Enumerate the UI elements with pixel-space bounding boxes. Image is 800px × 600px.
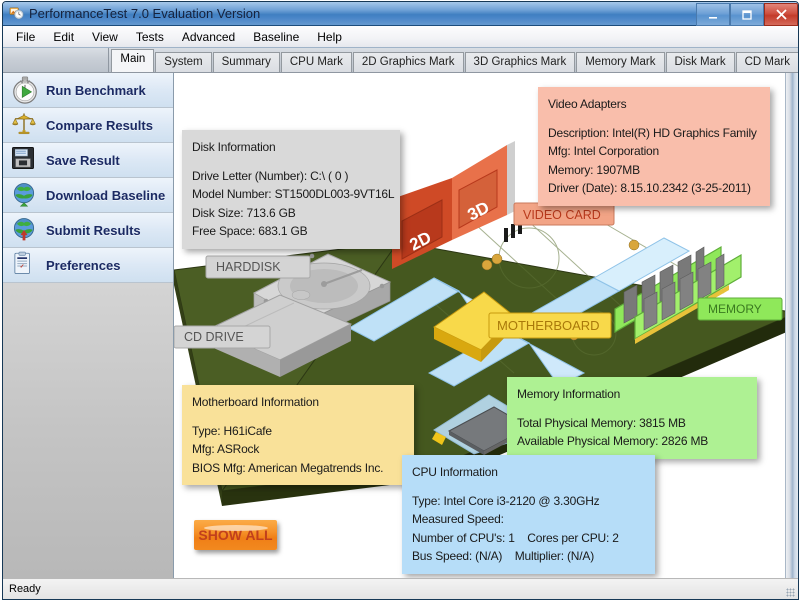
svg-text:✓: ✓ — [20, 264, 25, 270]
svg-text:VIDEO CARD: VIDEO CARD — [523, 208, 601, 222]
svg-text:MOTHERBOARD: MOTHERBOARD — [497, 318, 600, 333]
svg-text:HARDDISK: HARDDISK — [216, 260, 281, 274]
svg-text:CD DRIVE: CD DRIVE — [184, 330, 244, 344]
svg-text:MEMORY: MEMORY — [708, 302, 762, 316]
